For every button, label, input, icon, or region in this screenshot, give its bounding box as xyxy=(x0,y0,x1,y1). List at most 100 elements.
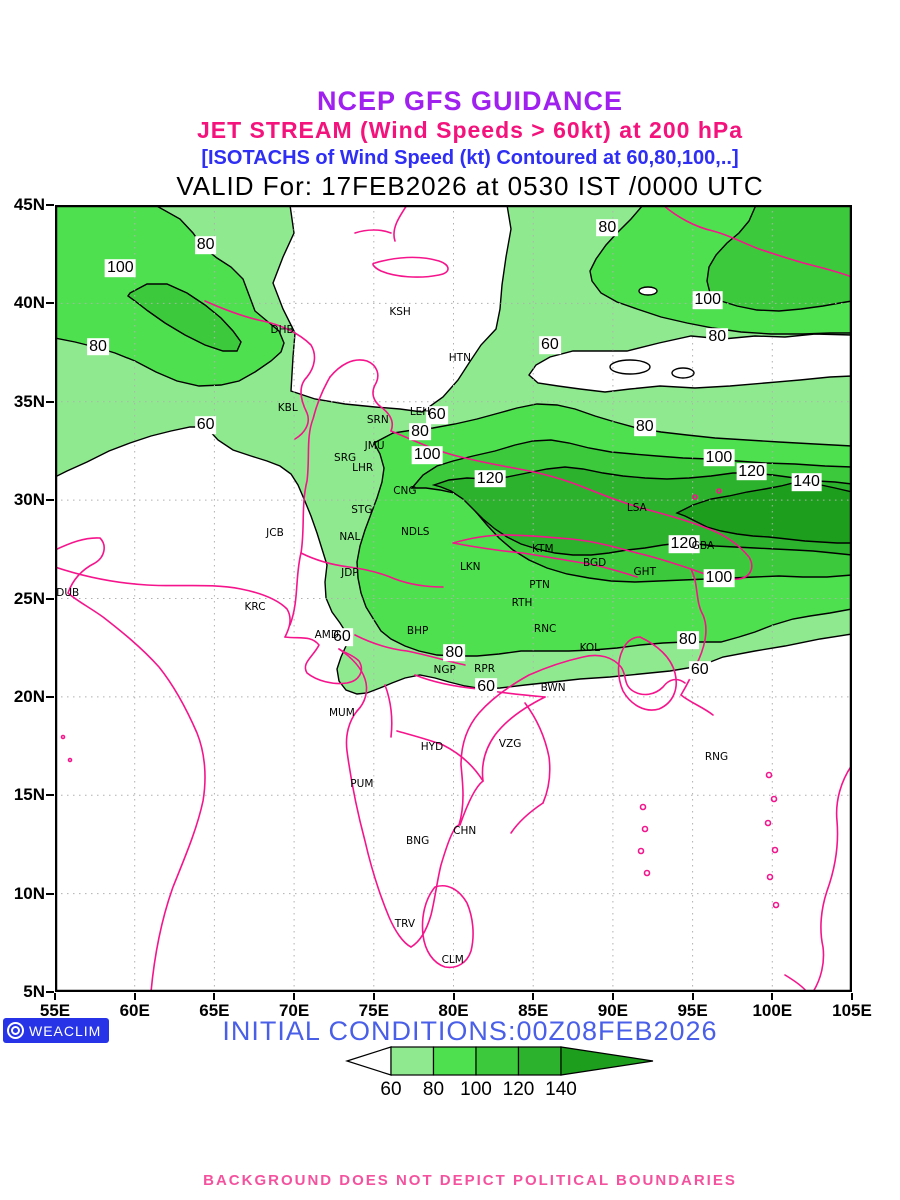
isotach-note: [ISOTACHS of Wind Speed (kt) Contoured a… xyxy=(201,147,739,169)
city-label-kol: KOL xyxy=(579,642,600,655)
lon-tick xyxy=(771,993,774,1000)
city-label-ght: GHT xyxy=(633,565,656,578)
page-title: NCEP GFS GUIDANCE xyxy=(316,86,624,116)
colorbar-over-arrow xyxy=(560,1046,654,1076)
city-label-cng: CNG xyxy=(393,484,417,497)
city-label-rth: RTH xyxy=(511,597,533,610)
isotach-region-140-jet-core xyxy=(675,481,852,544)
logo-text: WEACLIM xyxy=(29,1022,102,1039)
lon-tick-label: 80E xyxy=(438,1001,469,1020)
city-label-ksh: KSH xyxy=(389,306,411,319)
lat-tick-label: 15N xyxy=(13,785,45,805)
contour-value-label: 80 xyxy=(706,328,729,346)
city-label-bgd: BGD xyxy=(582,557,607,570)
lat-tick-label: 40N xyxy=(13,293,45,313)
city-label-dub: DUB xyxy=(56,586,80,599)
contour-value-label: 80 xyxy=(87,337,109,356)
disclaimer-text: BACKGROUND DOES NOT DEPICT POLITICAL BOU… xyxy=(203,1172,737,1189)
city-label-jcb: JCB xyxy=(266,527,284,540)
lat-tick-label: 20N xyxy=(13,686,45,706)
city-label-vzg: VZG xyxy=(498,738,522,751)
lon-tick-label: 65E xyxy=(199,1001,230,1020)
contour-value-label: 80 xyxy=(443,644,466,662)
initial-conditions-line: INITIAL CONDITIONS:00Z08FEB2026 xyxy=(222,1016,718,1046)
chart-subtitle: JET STREAM (Wind Speeds > 60kt) at 200 h… xyxy=(196,117,743,143)
city-label-amd: AMD xyxy=(314,628,339,641)
lon-tick xyxy=(54,993,56,1000)
city-label-chn: CHN xyxy=(453,824,477,837)
city-label-ptn: PTN xyxy=(529,579,550,592)
contour-value-label: 100 xyxy=(703,569,735,587)
lon-tick xyxy=(851,993,853,1000)
lon-tick-label: 60E xyxy=(119,1001,150,1020)
city-label-trv: TRV xyxy=(394,918,416,931)
contour-value-label: 80 xyxy=(676,631,699,649)
colorbar-tick-label: 120 xyxy=(503,1079,535,1100)
contour-value-label: 120 xyxy=(736,462,767,481)
contour-value-label: 100 xyxy=(703,448,735,467)
isotach-region-100-northeast xyxy=(706,205,852,312)
lon-tick xyxy=(213,993,216,1000)
lat-tick xyxy=(46,794,54,797)
contour-value-label: 80 xyxy=(409,422,431,441)
lon-tick-label: 70E xyxy=(278,1001,310,1020)
city-label-kbl: KBL xyxy=(277,402,298,415)
colorbar-tick-label: 80 xyxy=(423,1079,444,1100)
city-label-srn: SRN xyxy=(366,413,389,426)
city-label-lsa: LSA xyxy=(626,501,647,514)
lon-tick xyxy=(293,993,296,1000)
isotach-map-svg xyxy=(55,205,852,992)
lon-tick-label: 75E xyxy=(358,1001,389,1020)
city-label-mum: MUM xyxy=(329,706,355,719)
city-label-htn: HTN xyxy=(448,351,471,364)
lon-tick xyxy=(691,993,694,1000)
contour-value-label: 80 xyxy=(596,219,619,237)
colorbar-tick-label: 100 xyxy=(460,1079,492,1100)
lat-tick-label: 30N xyxy=(13,490,45,510)
contour-value-label: 60 xyxy=(425,406,448,424)
lat-tick-label: 10N xyxy=(13,883,45,903)
city-label-bng: BNG xyxy=(406,834,430,847)
city-label-pum: PUM xyxy=(350,778,374,791)
contour-value-label: 60 xyxy=(688,661,711,679)
contour-value-label: 60 xyxy=(194,416,217,435)
contour-value-label: 80 xyxy=(633,418,656,436)
lat-tick xyxy=(46,302,54,305)
city-label-ndls: NDLS xyxy=(401,525,430,538)
lon-tick-label: 95E xyxy=(677,1001,708,1020)
colorbar-segment-60 xyxy=(390,1046,435,1076)
colorbar-segment-120 xyxy=(517,1046,562,1076)
city-label-gba: GBA xyxy=(691,539,715,552)
city-label-bhp: BHP xyxy=(406,624,429,637)
city-label-stg: STG xyxy=(351,504,373,517)
colorbar-under-arrow xyxy=(345,1046,392,1076)
city-label-dhb: DHB xyxy=(270,324,294,337)
colorbar-segment-100 xyxy=(475,1046,520,1076)
colorbar-tick-label: 140 xyxy=(545,1079,577,1100)
lat-tick xyxy=(46,597,54,600)
lat-tick xyxy=(46,400,54,403)
map-frame xyxy=(55,205,852,992)
city-label-ktm: KTM xyxy=(531,542,554,555)
lat-tick-label: 5N xyxy=(23,982,45,1001)
contour-value-label: 80 xyxy=(194,236,217,254)
graticule-grid xyxy=(55,205,852,992)
contour-value-label: 60 xyxy=(539,336,561,354)
isotach-region-100-northwest xyxy=(127,283,242,352)
city-label-leh: LEH xyxy=(409,405,431,418)
city-label-nal: NAL xyxy=(339,531,361,544)
contour-value-label: 100 xyxy=(692,291,724,310)
colorbar-segment-80 xyxy=(432,1046,477,1076)
contour-value-label: 140 xyxy=(791,473,822,491)
lon-tick xyxy=(532,993,535,1000)
contour-value-label: 100 xyxy=(104,259,136,277)
lat-tick-label: 35N xyxy=(13,391,45,411)
contour-value-label: 100 xyxy=(411,446,443,465)
lon-tick xyxy=(452,993,455,1000)
contour-value-label: 60 xyxy=(475,677,498,696)
colorbar-legend: 60 80 100 120 140 xyxy=(345,1046,654,1100)
lat-tick-label: 45N xyxy=(13,195,45,214)
lat-tick xyxy=(46,892,54,895)
city-label-hyd: HYD xyxy=(420,741,444,754)
